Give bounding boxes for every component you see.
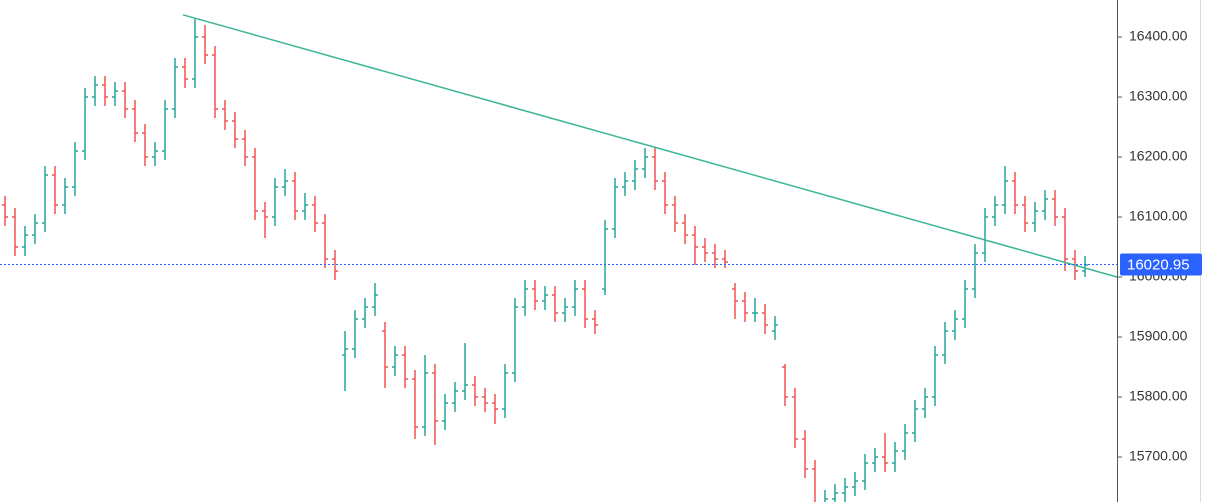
y-tick-label: 15900.00 [1129,328,1188,344]
last-price-badge [1120,253,1202,276]
y-tick-label: 16300.00 [1129,88,1188,104]
last-price-label: 16020.95 [1127,256,1190,273]
trendline [182,14,1118,278]
y-tick-label: 15800.00 [1129,388,1188,404]
y-tick-label: 15700.00 [1129,448,1188,464]
y-tick-label: 16200.00 [1129,148,1188,164]
y-tick-label: 16100.00 [1129,208,1188,224]
y-tick-label: 16400.00 [1129,28,1188,44]
